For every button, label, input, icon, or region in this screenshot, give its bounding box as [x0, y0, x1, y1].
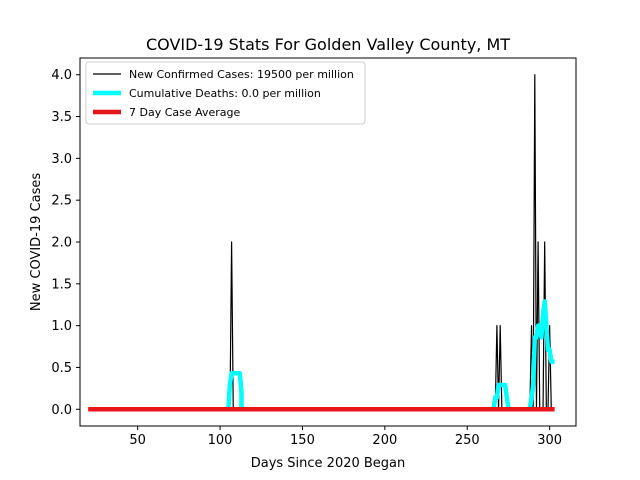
y-tick-label: 3.5 [51, 110, 72, 125]
y-tick-label: 0.0 [51, 403, 72, 418]
y-tick-label: 4.0 [51, 68, 72, 83]
x-axis-label: Days Since 2020 Began [251, 456, 406, 471]
x-tick-label: 50 [129, 433, 146, 448]
legend-label-0: New Confirmed Cases: 19500 per million [129, 68, 354, 81]
series-line-1 [226, 299, 556, 412]
y-tick-label: 2.5 [51, 194, 72, 209]
x-tick-label: 200 [372, 433, 397, 448]
legend-label-2: 7 Day Case Average [129, 106, 241, 119]
plot-area [88, 74, 556, 412]
legend: New Confirmed Cases: 19500 per million Cu… [85, 61, 366, 125]
x-tick-label: 150 [290, 433, 315, 448]
y-axis-label: New COVID-19 Cases [29, 173, 44, 311]
legend-label-1: Cumulative Deaths: 0.0 per million [129, 87, 321, 100]
y-tick-label: 0.5 [51, 361, 72, 376]
chart-title: COVID-19 Stats For Golden Valley County,… [146, 35, 510, 54]
x-tick-label: 100 [208, 433, 233, 448]
axes: 50 100 150 200 250 300 0.0 0.5 1.0 1.5 2.0 2.5 3.0 3.… [51, 57, 577, 448]
y-tick-label: 1.0 [51, 319, 72, 334]
y-tick-label: 1.5 [51, 277, 72, 292]
x-tick-label: 250 [455, 433, 480, 448]
y-tick-label: 3.0 [51, 152, 72, 167]
y-tick-label: 2.0 [51, 236, 72, 251]
legend-box [85, 61, 366, 125]
series-line-0 [88, 74, 555, 410]
x-tick-label: 300 [537, 433, 562, 448]
